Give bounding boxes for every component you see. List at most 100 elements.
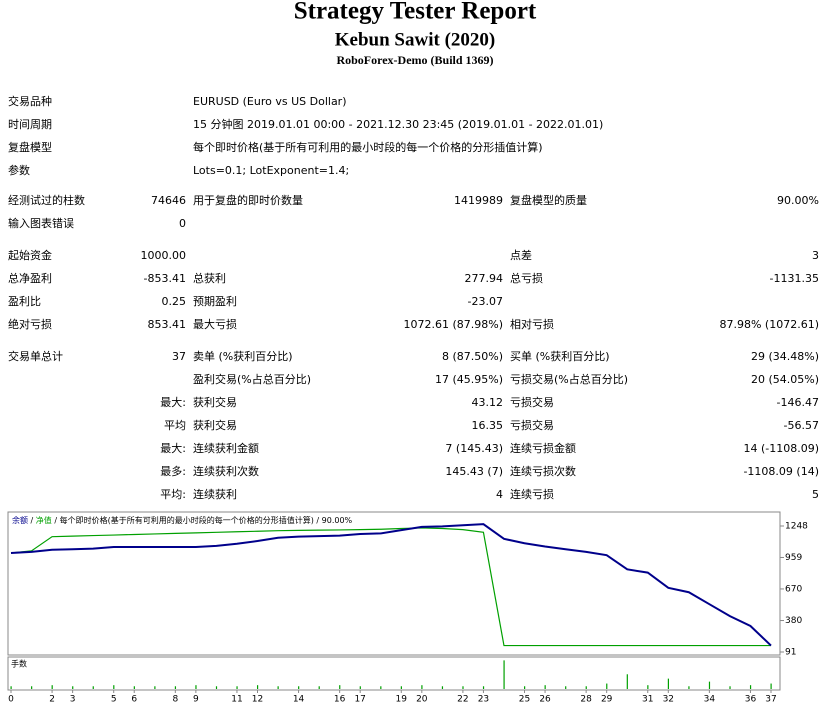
stat-value: -853.41	[144, 272, 186, 285]
stat-label: 亏损交易	[510, 395, 554, 409]
x-tick-label: 36	[745, 695, 757, 705]
stat-value: 平均:	[160, 488, 186, 501]
stat-label: 复盘模型的质量	[510, 193, 587, 207]
x-tick-label: 26	[539, 695, 551, 705]
series-line	[10, 523, 772, 647]
x-tick-label: 5	[111, 695, 117, 705]
x-tick-label: 11	[231, 695, 242, 705]
x-tick-label: 9	[193, 695, 199, 705]
stat-label: 买单 (%获利百分比)	[510, 350, 610, 363]
stat-value: 8 (87.50%)	[442, 350, 503, 363]
volume-bar	[215, 686, 218, 689]
stat-value: 74646	[151, 194, 186, 207]
info-label: 复盘模型	[8, 140, 52, 154]
stat-value: 29 (34.48%)	[751, 350, 819, 363]
stat-label: 起始资金	[8, 248, 52, 262]
x-tick-label: 2	[49, 695, 55, 705]
report-subtitle: Kebun Sawit (2020)	[335, 29, 495, 50]
volume-bar	[503, 660, 505, 689]
volume-bar	[441, 686, 444, 689]
stat-value: 277.94	[465, 272, 504, 285]
stat-label: 亏损交易	[510, 418, 554, 432]
stat-value: 853.41	[148, 318, 187, 331]
info-label: 交易品种	[8, 94, 52, 108]
stat-label: 交易单总计	[8, 349, 63, 363]
stat-label: 总亏损	[510, 271, 543, 285]
stat-label: 连续亏损金额	[510, 441, 576, 455]
x-tick-label: 34	[704, 695, 716, 705]
stat-value: 1000.00	[141, 249, 187, 262]
x-tick-label: 37	[765, 695, 776, 705]
info-value: Lots=0.1; LotExponent=1.4;	[193, 164, 349, 177]
legend-item: 90.00%	[322, 516, 353, 525]
x-tick-label: 14	[293, 695, 305, 705]
volume-bar	[749, 685, 752, 689]
stat-value: 20 (54.05%)	[751, 373, 819, 386]
stat-label: 获利交易	[193, 395, 237, 409]
report-server: RoboForex-Demo (Build 1369)	[336, 53, 493, 67]
volume-bar	[688, 686, 690, 689]
stat-label: 绝对亏损	[8, 317, 52, 331]
stat-value: 1072.61 (87.98%)	[403, 318, 503, 331]
x-tick-label: 3	[70, 695, 76, 705]
stat-label: 盈利交易(%占总百分比)	[193, 372, 311, 386]
volume-bar	[606, 683, 608, 689]
stat-label: 用于复盘的即时价数量	[193, 193, 303, 207]
x-tick-label: 17	[354, 695, 365, 705]
volume-label: 手数	[11, 659, 27, 669]
volume-bar	[133, 686, 135, 689]
legend: 余额 / 净值 / 每个即时价格(基于所有可利用的最小时段的每一个价格的分形插值…	[12, 515, 353, 525]
x-tick-label: 28	[580, 695, 592, 705]
stat-label: 连续获利金额	[193, 441, 259, 455]
volume-bar	[174, 686, 177, 689]
stat-value: 平均	[164, 419, 186, 432]
stat-value: 0.25	[162, 295, 187, 308]
volume-bar	[359, 686, 361, 689]
volume-bar	[236, 686, 238, 689]
volume-bar	[154, 686, 156, 689]
volume-bar	[729, 686, 731, 689]
legend-item: /	[31, 516, 36, 525]
stat-label: 获利交易	[193, 418, 237, 432]
x-tick-label: 31	[642, 695, 653, 705]
stat-value: 1419989	[454, 194, 503, 207]
volume-bar	[298, 686, 300, 689]
stat-value: 37	[172, 350, 186, 363]
x-tick-label: 20	[416, 695, 428, 705]
legend-item: 每个即时价格(基于所有可利用的最小时段的每一个价格的分形插值计算)	[60, 515, 317, 525]
volume-bar	[462, 686, 464, 689]
volume-bar	[256, 685, 259, 689]
legend-item: /	[316, 516, 321, 525]
volume-bar	[380, 686, 382, 689]
stat-value: 87.98% (1072.61)	[719, 318, 819, 331]
volume-bar	[113, 685, 115, 689]
x-tick-label: 22	[457, 695, 468, 705]
volume-bar	[708, 681, 711, 689]
volume-bar	[585, 686, 587, 689]
stat-label: 点差	[510, 248, 532, 262]
stat-label: 盈利比	[8, 295, 41, 308]
volume-bar	[400, 686, 402, 689]
legend-item: 净值	[36, 515, 55, 525]
volume-bar	[626, 674, 628, 689]
volume-bar	[647, 685, 649, 689]
volume-bar	[565, 686, 567, 689]
volume-bar	[318, 686, 320, 689]
x-tick-label: 29	[601, 695, 613, 705]
stat-label: 连续亏损次数	[510, 464, 576, 478]
volume-bar	[524, 686, 526, 689]
volume-bar	[277, 686, 279, 689]
stat-label: 经测试过的柱数	[8, 193, 85, 207]
stat-value: -1108.09 (14)	[743, 465, 819, 478]
info-value: 每个即时价格(基于所有可利用的最小时段的每一个价格的分形插值计算)	[193, 140, 543, 154]
stat-value: -56.57	[784, 419, 819, 432]
stat-label: 连续获利次数	[193, 464, 259, 478]
volume-frame	[7, 656, 781, 691]
x-tick-label: 12	[252, 695, 263, 705]
stat-value: 7 (145.43)	[445, 442, 503, 455]
y-tick-label: 1248	[785, 522, 808, 532]
y-tick-label: 959	[785, 553, 802, 563]
x-tick-label: 23	[478, 695, 489, 705]
x-tick-label: 32	[663, 695, 674, 705]
stat-label: 亏损交易(%占总百分比)	[510, 372, 628, 386]
